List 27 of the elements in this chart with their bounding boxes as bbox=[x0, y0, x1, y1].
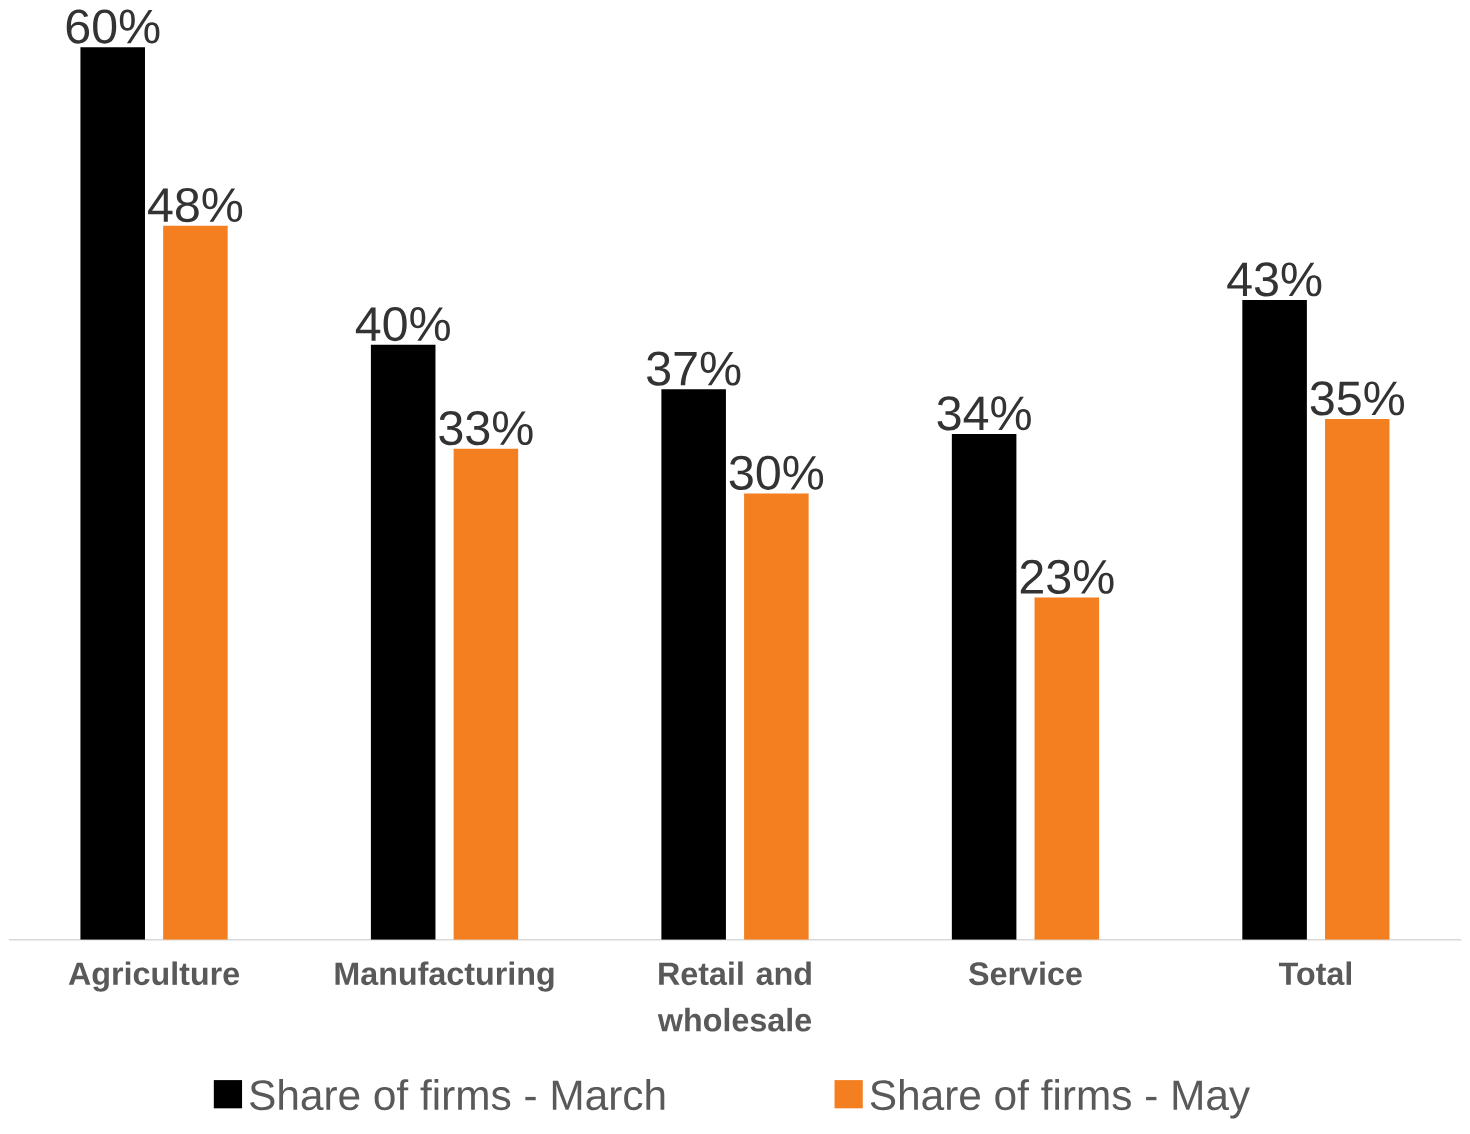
bar bbox=[1034, 597, 1100, 940]
data-label: 30% bbox=[729, 455, 824, 491]
bar bbox=[1325, 419, 1390, 940]
x-tick-label: Manufacturing bbox=[335, 961, 554, 992]
data-label: 23% bbox=[1020, 560, 1114, 595]
data-label: 48% bbox=[148, 188, 243, 223]
legend-label: Share of firms - May bbox=[870, 1079, 1251, 1119]
data-label: 33% bbox=[439, 411, 533, 446]
bar bbox=[80, 47, 145, 940]
x-tick-label: Retail and wholesale bbox=[657, 961, 812, 1032]
bar bbox=[453, 449, 519, 940]
data-label: 43% bbox=[1227, 262, 1322, 297]
x-tick-label: Total bbox=[1278, 961, 1352, 986]
bar bbox=[744, 493, 809, 940]
data-label: 37% bbox=[647, 351, 741, 387]
data-label: 60% bbox=[66, 9, 160, 44]
x-tick-label: Agriculture bbox=[68, 961, 240, 992]
bar bbox=[661, 389, 726, 940]
data-label: 40% bbox=[355, 307, 450, 342]
bar bbox=[1242, 300, 1307, 940]
data-label: 35% bbox=[1310, 381, 1405, 416]
data-label: 34% bbox=[937, 396, 1031, 431]
x-tick-label: Service bbox=[968, 961, 1082, 986]
bar bbox=[951, 434, 1017, 940]
bar bbox=[163, 225, 228, 940]
legend-label: Share of firms - March bbox=[250, 1079, 665, 1111]
bar bbox=[370, 344, 436, 940]
